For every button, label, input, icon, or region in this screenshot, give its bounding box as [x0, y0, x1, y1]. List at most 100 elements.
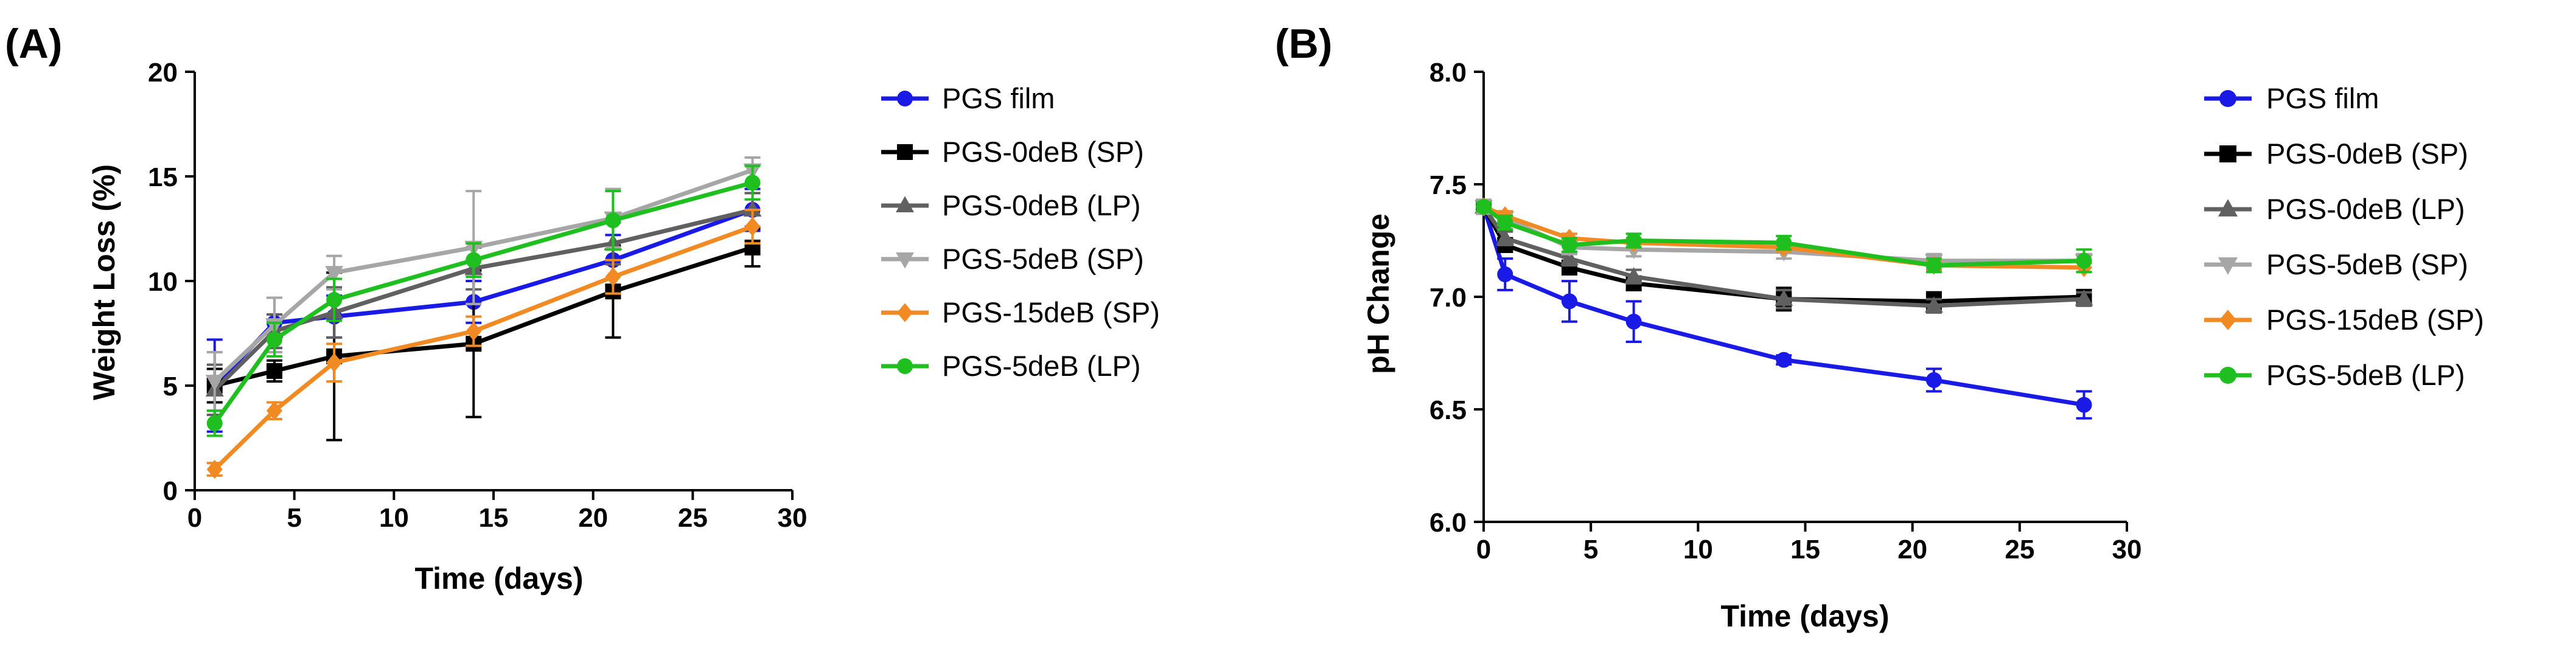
- panel-a-x-tick-label: 15: [479, 503, 509, 533]
- panel-a-legend-marker: [896, 252, 914, 269]
- panel-a-series-pgs-0deb-lp: [205, 192, 762, 417]
- panel-b-x-tick-label: 15: [1790, 535, 1820, 564]
- panel-a-series-layer: [205, 156, 762, 479]
- panel-b-legend-marker: [2218, 257, 2238, 275]
- panel-a-legend-label: PGS-15deB (SP): [942, 296, 1160, 328]
- panel-b-ph-change-chart: (B) Time (days) pH Change 0 5 10 15 20 25 30 6.…: [1275, 21, 2484, 633]
- panel-a-series-pgs-5deb-sp-line: [213, 168, 753, 383]
- panel-b-x-tick-label: 25: [2005, 535, 2034, 564]
- panel-a-x-tick-label: 0: [187, 503, 202, 533]
- panel-a-legend-item: PGS-5deB (SP): [881, 243, 1144, 275]
- panel-a-legend-item: PGS-15deB (SP): [881, 296, 1160, 328]
- panel-a-x-tick-label: 10: [379, 503, 409, 533]
- panel-b-y-tick-label: 6.0: [1429, 508, 1467, 538]
- panel-b-legend-marker: [2219, 90, 2236, 107]
- panel-b-legend-label: PGS film: [2266, 82, 2379, 114]
- panel-a-series-pgs-15deb-sp: [206, 209, 761, 479]
- panel-b-legend-label: PGS-15deB (SP): [2266, 304, 2484, 336]
- panel-b-legend-item: PGS-15deB (SP): [2204, 304, 2484, 336]
- panel-b-legend-marker: [2218, 199, 2238, 217]
- panel-b-legend-marker: [2219, 367, 2236, 384]
- panel-b-series-pgs-film-point: [1625, 313, 1642, 330]
- panel-b-legend-item: PGS-5deB (SP): [2204, 248, 2468, 280]
- panel-a-y-tick-label: 10: [148, 267, 178, 297]
- panel-b-series-pgs-5deb-lp-point: [1476, 199, 1492, 215]
- panel-a-series-pgs-15deb-sp-point: [744, 217, 761, 237]
- panel-a-series-pgs-0deb-sp-point: [266, 363, 282, 379]
- panel-a-axes: 0 5 10 15 20 25 30 0 5 10 15 20: [148, 58, 807, 533]
- panel-b-series-pgs-film-point: [1776, 352, 1792, 368]
- panel-b-legend-label: PGS-5deB (SP): [2266, 248, 2468, 280]
- panel-a-series-pgs-15deb-sp-point: [266, 401, 282, 420]
- panel-b-series-pgs-film: [1476, 198, 2092, 420]
- panel-a-legend-marker: [897, 303, 913, 322]
- panel-b-x-tick-label: 30: [2112, 535, 2142, 564]
- panel-b-series-pgs-5deb-lp-point: [1497, 214, 1513, 231]
- panel-b-series-pgs-film-point: [1561, 293, 1577, 310]
- panel-b-legend-label: PGS-0deB (LP): [2266, 193, 2465, 225]
- panel-b-label: (B): [1275, 21, 1332, 67]
- panel-b-y-tick-label: 6.5: [1429, 395, 1467, 425]
- panel-a-x-tick-label: 5: [287, 503, 301, 533]
- panel-b-y-tick-label: 8.0: [1429, 58, 1467, 88]
- panel-a-series-pgs-5deb-lp-line: [212, 180, 753, 425]
- panel-b-series-pgs-film-point: [2076, 397, 2092, 413]
- panel-a-legend-label: PGS-5deB (LP): [942, 350, 1141, 382]
- panel-b-series-layer: [1475, 197, 2093, 420]
- panel-b-series-pgs-0deb-lp-point: [1775, 290, 1793, 306]
- panel-a-series-pgs-5deb-lp-point: [605, 212, 621, 229]
- panel-a-y-tick-label: 0: [163, 476, 178, 506]
- panel-a-legend-item: PGS-0deB (SP): [881, 136, 1144, 168]
- panel-b-series-pgs-5deb-lp-point: [1561, 237, 1577, 253]
- panel-a-x-tick-label: 30: [778, 503, 808, 533]
- panel-b-legend: PGS film PGS-0deB (SP) PGS-0deB (LP) PGS-5d…: [2204, 82, 2484, 391]
- panel-a-legend-item: PGS-5deB (LP): [881, 350, 1141, 382]
- panel-a-series-pgs-0deb-sp-line: [214, 245, 753, 388]
- panel-a-legend: PGS film PGS-0deB (SP) PGS-0deB (LP) PGS-5d…: [881, 82, 1160, 382]
- panel-a-series-pgs-0deb-lp-line: [213, 207, 753, 392]
- panel-b-series-pgs-0deb-lp-point: [1624, 267, 1643, 283]
- panel-a-legend-label: PGS-5deB (SP): [942, 243, 1144, 275]
- panel-a-series-pgs-5deb-lp-point: [206, 415, 223, 431]
- panel-b-legend-marker: [2219, 145, 2236, 162]
- panel-b-x-tick-label: 5: [1583, 535, 1598, 564]
- panel-b-legend-marker: [2219, 310, 2236, 330]
- panel-a-series-pgs-5deb-lp-point: [744, 175, 761, 191]
- panel-b-x-axis-title: Time (days): [1721, 599, 1890, 633]
- panel-a-series-pgs-5deb-sp-point: [205, 375, 224, 391]
- panel-b-series-pgs-5deb-lp-point: [1925, 257, 1942, 274]
- panel-a-series-pgs-15deb-sp-line: [213, 224, 753, 471]
- panel-b-y-tick-label: 7.0: [1429, 283, 1467, 313]
- panel-a-legend-label: PGS-0deB (LP): [942, 189, 1141, 221]
- panel-a-legend-marker: [897, 91, 913, 106]
- panel-b-legend-item: PGS-0deB (SP): [2204, 137, 2468, 170]
- panel-a-series-pgs-0deb-lp-point: [743, 200, 762, 217]
- panel-b-series-pgs-5deb-lp-point: [1625, 232, 1642, 249]
- panel-a-weight-loss-chart: (A) Time (days) Weight Loss (%) 0 5 10 15 20…: [5, 21, 1160, 595]
- panel-a-y-tick-label: 20: [148, 58, 178, 88]
- panel-a-series-pgs-5deb-lp-point: [266, 331, 282, 348]
- panel-a-legend-marker: [897, 144, 913, 160]
- panel-b-series-pgs-0deb-lp-point: [1496, 229, 1515, 245]
- panel-b-series-pgs-0deb-lp-point: [1560, 249, 1579, 266]
- panel-a-legend-marker: [897, 358, 913, 374]
- panel-a-legend-item: PGS film: [881, 82, 1055, 114]
- panel-b-x-tick-label: 10: [1683, 535, 1713, 564]
- panel-b-x-tick-label: 0: [1476, 535, 1491, 564]
- panel-b-series-pgs-5deb-lp: [1476, 199, 2092, 274]
- panel-b-series-pgs-film-point: [1925, 372, 1942, 388]
- panel-b-series-pgs-0deb-lp-point: [2075, 290, 2093, 306]
- panel-a-series-pgs-0deb-sp: [206, 227, 761, 442]
- panel-a-series-pgs-5deb-lp-point: [466, 252, 482, 268]
- panel-a-series-pgs-5deb-lp-point: [326, 291, 343, 308]
- panel-a-series-pgs-15deb-sp-point: [326, 353, 343, 372]
- panel-a-legend-label: PGS-0deB (SP): [942, 136, 1144, 168]
- panel-b-series-pgs-film-point: [1497, 266, 1513, 282]
- panel-b-y-axis-title: pH Change: [1361, 213, 1395, 374]
- panel-b-y-tick-label: 7.5: [1429, 170, 1467, 200]
- panel-a-series-pgs-15deb-sp-point: [605, 267, 621, 286]
- panel-a-legend-label: PGS film: [942, 82, 1055, 114]
- panel-a-series-pgs-15deb-sp-point: [206, 460, 223, 479]
